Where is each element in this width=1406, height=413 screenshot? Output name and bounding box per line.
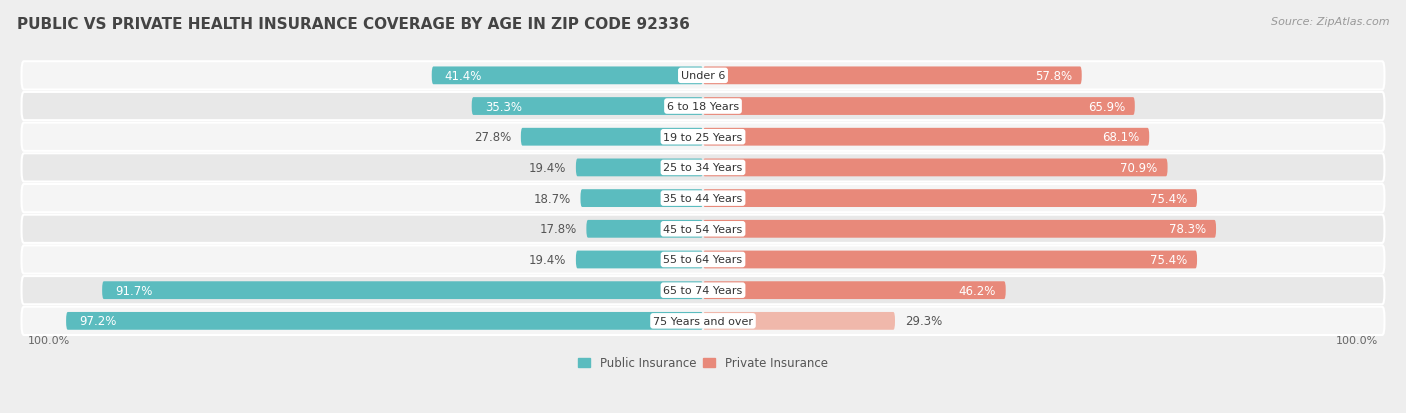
Text: 19.4%: 19.4% [529, 161, 567, 175]
FancyBboxPatch shape [21, 246, 1385, 274]
Text: PUBLIC VS PRIVATE HEALTH INSURANCE COVERAGE BY AGE IN ZIP CODE 92336: PUBLIC VS PRIVATE HEALTH INSURANCE COVER… [17, 17, 690, 31]
FancyBboxPatch shape [471, 98, 703, 116]
FancyBboxPatch shape [21, 62, 1385, 90]
FancyBboxPatch shape [581, 190, 703, 207]
FancyBboxPatch shape [703, 312, 896, 330]
Text: 70.9%: 70.9% [1121, 161, 1157, 175]
FancyBboxPatch shape [21, 276, 1385, 304]
Text: 29.3%: 29.3% [905, 315, 942, 328]
Text: 46.2%: 46.2% [959, 284, 995, 297]
Text: 27.8%: 27.8% [474, 131, 510, 144]
FancyBboxPatch shape [586, 221, 703, 238]
FancyBboxPatch shape [576, 159, 703, 177]
Text: 55 to 64 Years: 55 to 64 Years [664, 255, 742, 265]
Text: 19 to 25 Years: 19 to 25 Years [664, 133, 742, 142]
FancyBboxPatch shape [21, 307, 1385, 335]
FancyBboxPatch shape [703, 251, 1197, 269]
Text: 45 to 54 Years: 45 to 54 Years [664, 224, 742, 234]
FancyBboxPatch shape [703, 128, 1149, 146]
FancyBboxPatch shape [21, 215, 1385, 243]
Text: 91.7%: 91.7% [115, 284, 153, 297]
Text: 41.4%: 41.4% [444, 70, 482, 83]
FancyBboxPatch shape [21, 154, 1385, 182]
Text: 75.4%: 75.4% [1150, 253, 1187, 266]
FancyBboxPatch shape [703, 159, 1167, 177]
Text: 25 to 34 Years: 25 to 34 Years [664, 163, 742, 173]
FancyBboxPatch shape [432, 67, 703, 85]
Text: 35 to 44 Years: 35 to 44 Years [664, 194, 742, 204]
Text: 100.0%: 100.0% [1336, 335, 1378, 345]
Text: 65.9%: 65.9% [1088, 100, 1125, 113]
Text: 6 to 18 Years: 6 to 18 Years [666, 102, 740, 112]
FancyBboxPatch shape [103, 282, 703, 299]
FancyBboxPatch shape [576, 251, 703, 269]
FancyBboxPatch shape [21, 185, 1385, 213]
Text: 75.4%: 75.4% [1150, 192, 1187, 205]
FancyBboxPatch shape [66, 312, 703, 330]
Text: 65 to 74 Years: 65 to 74 Years [664, 285, 742, 295]
Text: 75 Years and over: 75 Years and over [652, 316, 754, 326]
FancyBboxPatch shape [703, 221, 1216, 238]
FancyBboxPatch shape [21, 93, 1385, 121]
Text: 57.8%: 57.8% [1035, 70, 1071, 83]
Text: 19.4%: 19.4% [529, 253, 567, 266]
FancyBboxPatch shape [21, 123, 1385, 152]
Text: 78.3%: 78.3% [1170, 223, 1206, 236]
FancyBboxPatch shape [520, 128, 703, 146]
Text: Under 6: Under 6 [681, 71, 725, 81]
Text: 100.0%: 100.0% [28, 335, 70, 345]
Text: 18.7%: 18.7% [533, 192, 571, 205]
Text: Source: ZipAtlas.com: Source: ZipAtlas.com [1271, 17, 1389, 26]
Legend: Public Insurance, Private Insurance: Public Insurance, Private Insurance [578, 356, 828, 369]
Text: 97.2%: 97.2% [79, 315, 117, 328]
FancyBboxPatch shape [703, 190, 1197, 207]
Text: 35.3%: 35.3% [485, 100, 522, 113]
Text: 68.1%: 68.1% [1102, 131, 1139, 144]
FancyBboxPatch shape [703, 98, 1135, 116]
FancyBboxPatch shape [703, 67, 1081, 85]
Text: 17.8%: 17.8% [540, 223, 576, 236]
FancyBboxPatch shape [703, 282, 1005, 299]
